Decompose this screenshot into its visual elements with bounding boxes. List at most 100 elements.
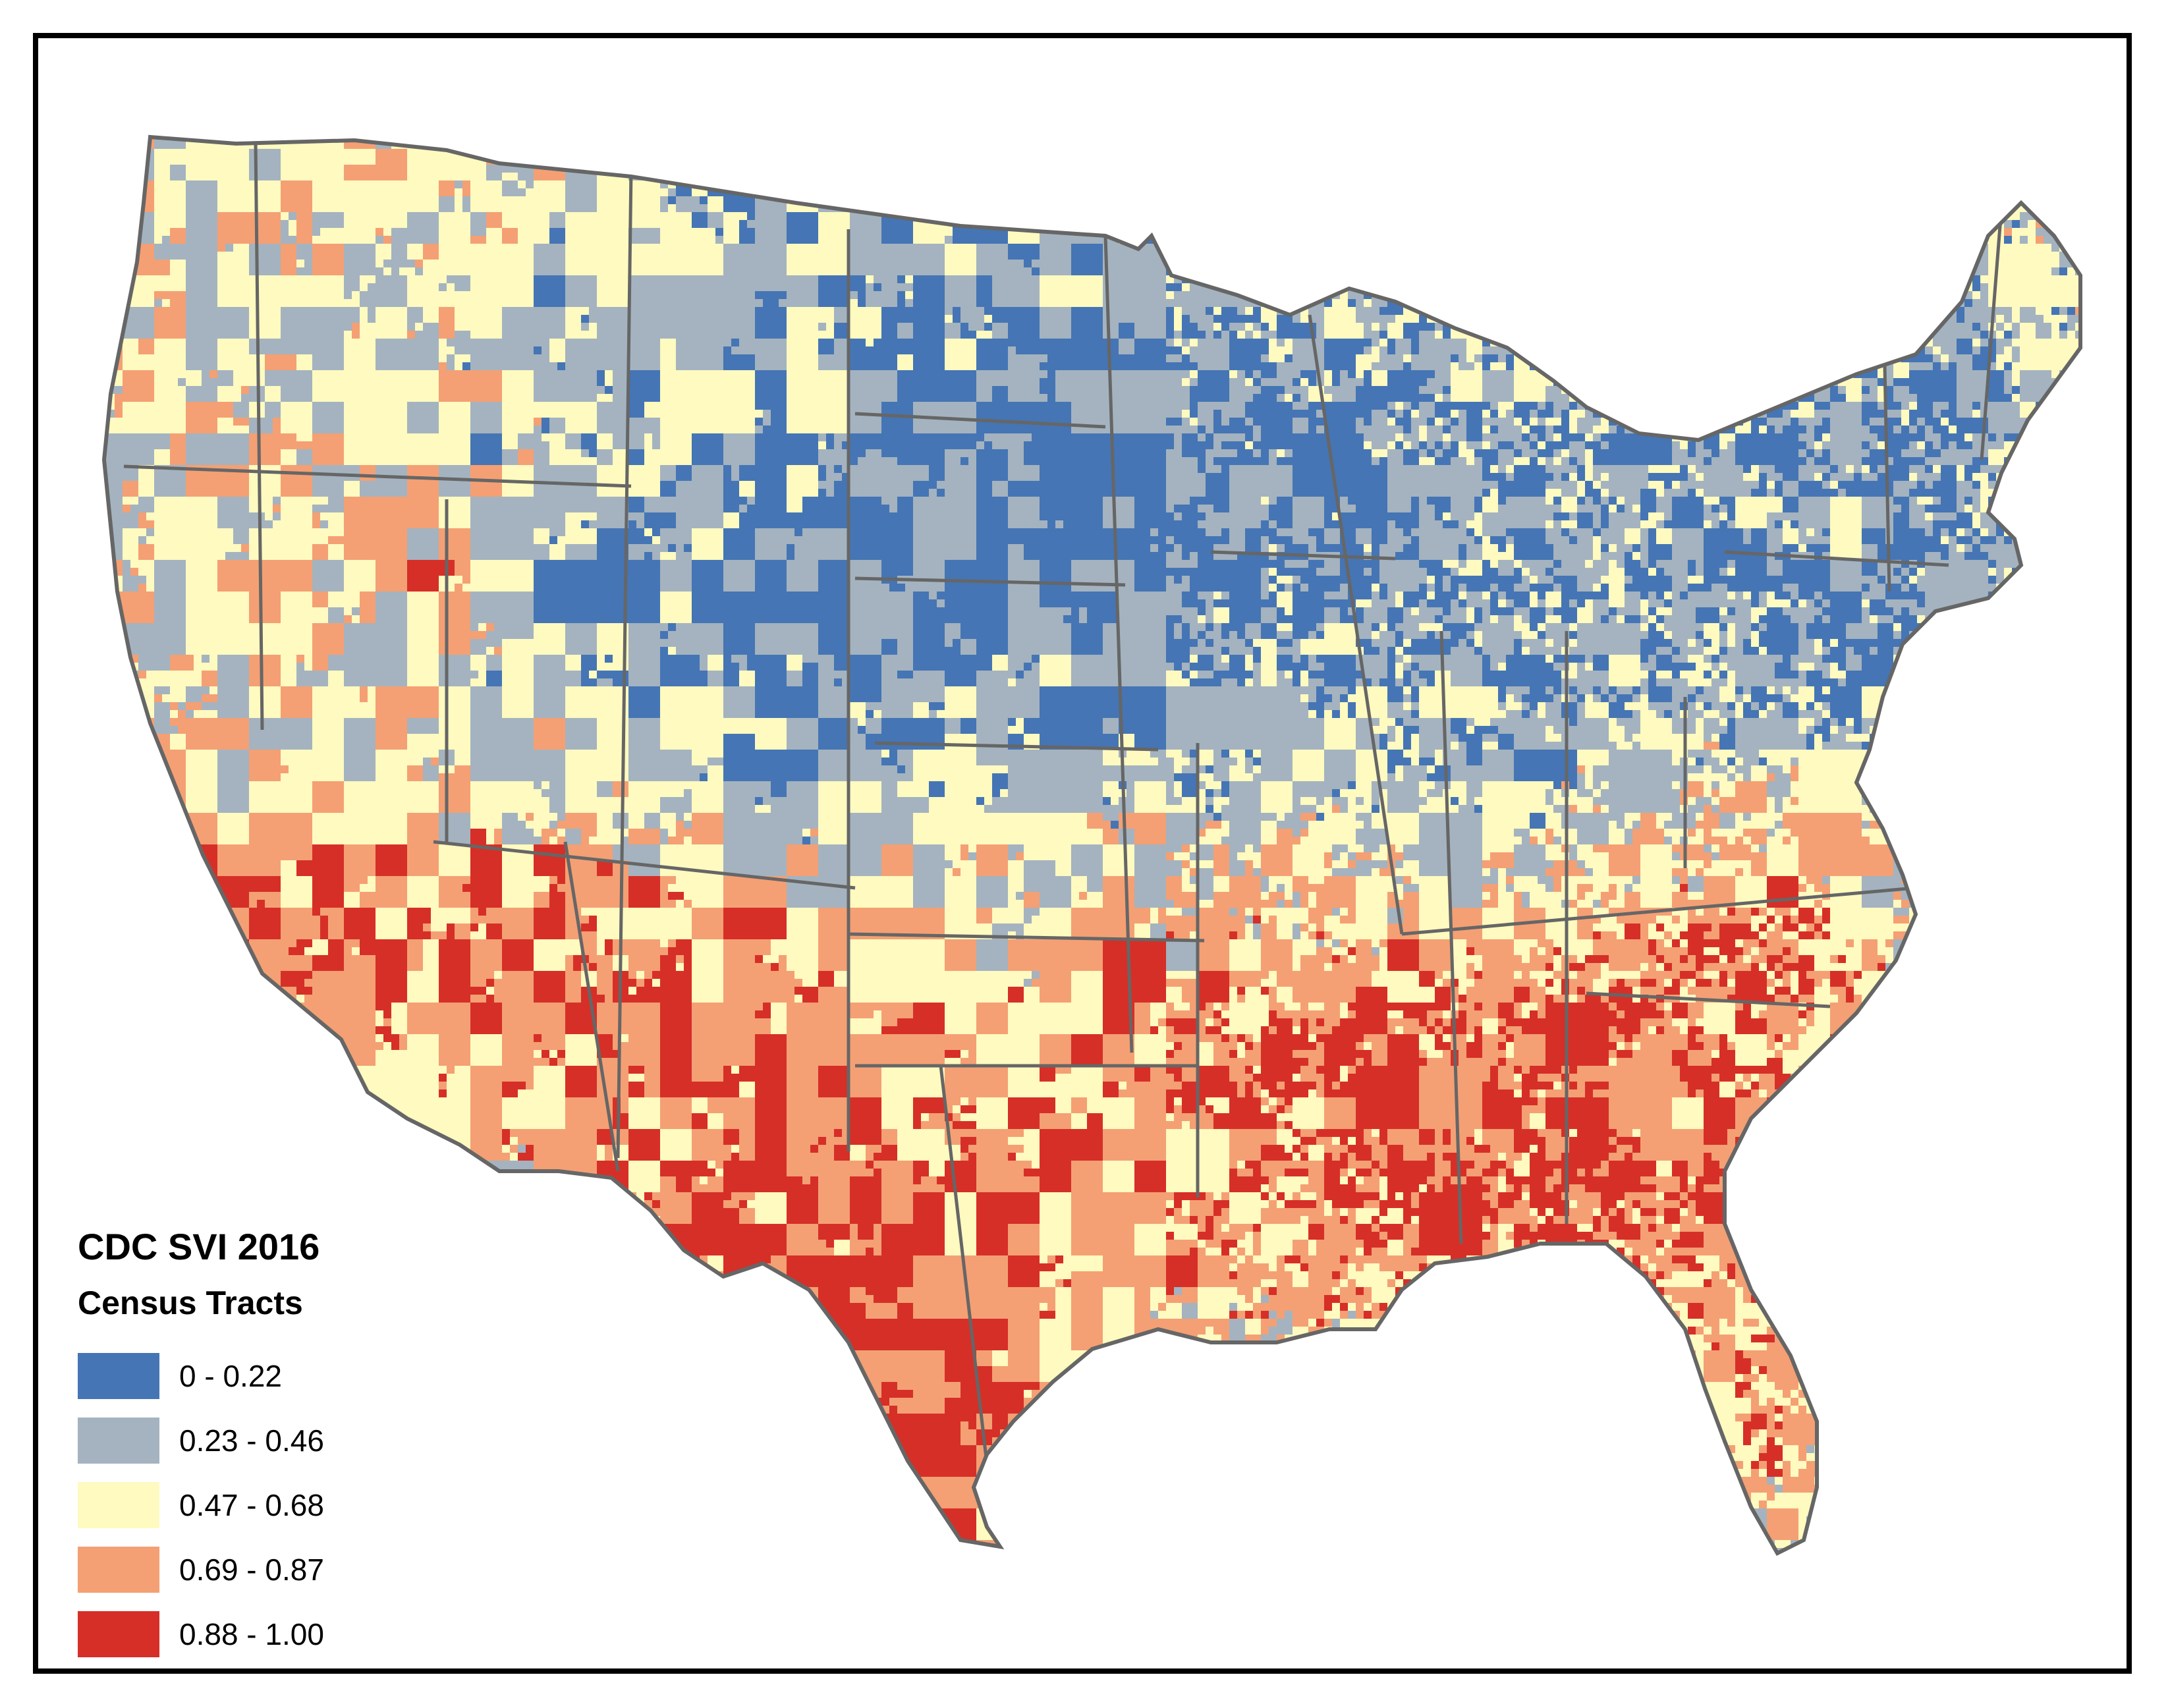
census-tract [1466,339,1483,355]
census-tract [755,402,764,410]
census-tract [1862,196,1870,205]
census-tract [1553,418,1562,426]
census-tract [976,180,993,197]
census-tract [1901,457,1910,466]
census-tract [1704,212,1736,244]
census-tract [1435,291,1443,300]
census-tract [1822,402,1831,410]
census-tract [1885,236,1894,244]
census-tract [1482,307,1515,339]
census-tract [1237,228,1246,236]
census-tract [581,433,598,450]
census-tract [1783,410,1791,418]
census-tract [1901,426,1910,434]
census-tract [233,117,250,134]
census-tract [1253,386,1262,395]
census-tract [1490,489,1499,497]
census-tract [1783,137,1791,142]
census-tract [470,244,503,276]
census-tract [1395,512,1404,521]
census-tract [1316,426,1325,434]
census-tract [826,473,835,482]
census-tract [1601,204,1609,213]
census-tract [1379,457,1388,466]
census-tract [352,291,360,300]
census-tract [1719,323,1728,331]
census-tract [296,228,313,244]
census-tract [1775,157,1783,165]
census-tract [2091,283,2100,292]
census-tract [1609,204,1617,213]
census-tract [1459,512,1467,521]
census-tract [636,520,645,529]
census-tract [644,228,661,244]
census-tract [186,402,218,434]
census-tract [581,544,598,561]
census-tract [897,283,906,292]
census-tract [2028,465,2036,474]
census-tract [1909,157,1918,165]
census-tract [1498,204,1507,213]
census-tract [1806,418,1815,426]
census-tract [2051,165,2060,173]
census-tract [1300,244,1309,252]
census-tract [549,528,558,537]
census-tract [1735,307,1767,339]
census-tract [170,449,186,466]
census-tract [534,149,566,181]
census-tract [2099,283,2107,292]
census-tract [1561,252,1570,260]
census-tract [1838,473,1847,482]
census-tract [1427,275,1435,284]
census-tract [976,457,985,466]
census-tract [787,512,803,529]
census-tract [850,275,866,292]
census-tract [1711,244,1720,252]
census-tract [2059,125,2068,134]
census-tract [1577,362,1586,371]
census-tract [1601,141,1609,150]
census-tract [945,370,977,402]
census-tract [1893,457,1902,466]
census-tract [1688,275,1704,292]
census-tract [186,307,218,339]
census-tract [1798,157,1807,165]
census-tract [1356,141,1364,150]
census-tract [1569,473,1578,482]
census-tract [1625,275,1633,284]
census-tract [1300,252,1309,260]
census-tract [1648,410,1657,418]
census-tract [850,465,882,497]
census-tract [818,497,850,529]
census-tract [953,228,961,236]
census-tract [1435,283,1443,292]
census-tract [1885,173,1894,181]
census-tract [644,536,653,545]
census-tract [1783,370,1791,379]
census-tract [1925,512,1934,521]
census-tract [1838,137,1847,142]
census-tract [1767,196,1775,205]
census-tract [1174,323,1182,331]
census-tract [154,244,171,260]
census-tract [1451,196,1467,213]
census-tract [1490,528,1499,537]
census-tract [2028,188,2036,197]
census-tract [1538,220,1546,229]
census-tract [1870,331,1878,339]
census-tract [1988,520,1997,529]
census-tract [1878,449,1886,458]
census-tract [2044,149,2052,157]
census-tract [360,465,376,482]
census-tract [1387,315,1396,323]
census-tract [1625,410,1633,418]
census-tract [992,275,1009,292]
census-tract [2059,465,2068,474]
census-tract [1640,465,1649,474]
census-tract [1846,307,1862,323]
census-tract [1735,299,1744,308]
census-tract [818,473,827,482]
census-tract [123,354,139,371]
census-tract [1964,552,1973,561]
census-tract [1008,465,1024,482]
